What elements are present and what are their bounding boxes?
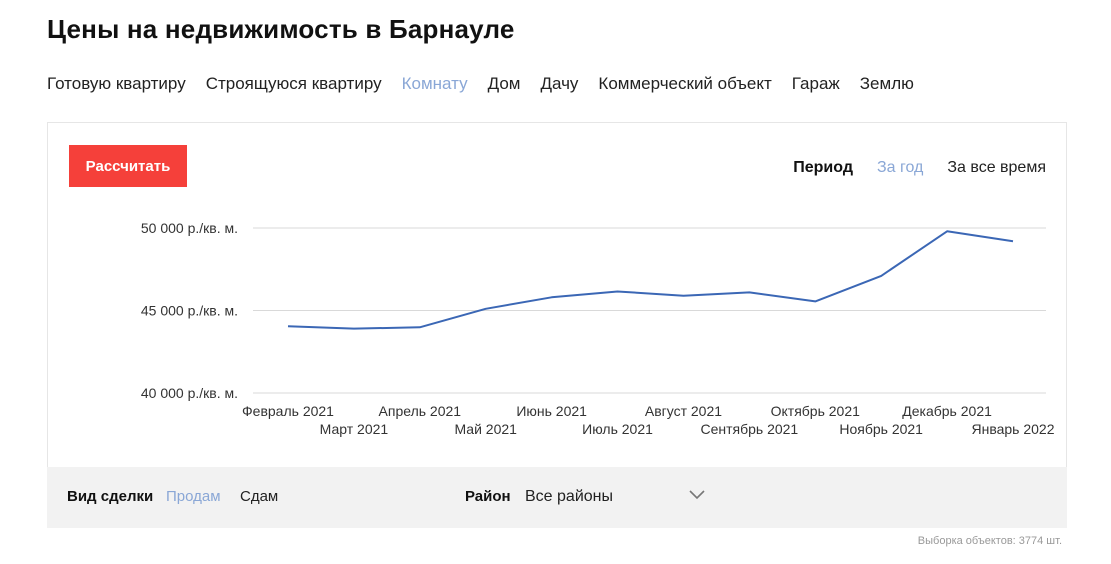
page-title: Цены на недвижимость в Барнауле [47, 14, 515, 44]
district-value: Все районы [525, 488, 613, 505]
tab-room[interactable]: Комнату [401, 74, 468, 93]
tab-dacha[interactable]: Дачу [540, 74, 579, 93]
x-tick-label: Август 2021 [645, 403, 722, 419]
deal-option-rent[interactable]: Сдам [240, 488, 279, 505]
x-tick-label: Апрель 2021 [379, 403, 462, 419]
property-type-tabs: Готовую квартиру Строящуюся квартиру Ком… [47, 74, 914, 94]
x-tick-label: Октябрь 2021 [771, 403, 861, 419]
deal-type-label: Вид сделки [67, 488, 154, 505]
price-line-chart: 40 000 р./кв. м. 45 000 р./кв. м. 50 000 р… [141, 220, 1055, 437]
x-tick-label: Март 2021 [320, 421, 389, 437]
district-label: Район [465, 488, 511, 505]
period-option-all-time[interactable]: За все время [947, 159, 1046, 176]
chevron-down-icon [689, 490, 705, 500]
x-tick-label: Январь 2022 [971, 421, 1054, 437]
period-label: Период [793, 159, 853, 176]
deal-option-sell[interactable]: Продам [166, 488, 221, 505]
tab-garage[interactable]: Гараж [791, 74, 840, 93]
x-tick-label: Февраль 2021 [242, 403, 334, 419]
price-chart-card: Рассчитать Период За год За все время 40… [47, 122, 1067, 467]
x-tick-label: Май 2021 [454, 421, 517, 437]
x-tick-label: Июль 2021 [582, 421, 653, 437]
filters-bar: Вид сделки Продам Сдам Район Все районы [47, 467, 1067, 528]
y-tick-label: 45 000 р./кв. м. [141, 303, 238, 319]
period-selector: Период За год За все время [793, 159, 1046, 177]
tab-ready-apartment[interactable]: Готовую квартиру [47, 74, 186, 93]
tab-new-apartment[interactable]: Строящуюся квартиру [205, 74, 382, 93]
x-tick-label: Ноябрь 2021 [839, 421, 923, 437]
tab-commercial[interactable]: Коммерческий объект [598, 74, 772, 93]
y-tick-label: 40 000 р./кв. м. [141, 385, 238, 401]
x-tick-label: Декабрь 2021 [902, 403, 992, 419]
calculate-button[interactable]: Рассчитать [69, 145, 187, 187]
y-tick-label: 50 000 р./кв. м. [141, 220, 238, 236]
district-select[interactable]: Все районы [525, 485, 707, 509]
series-line [287, 230, 1014, 330]
sample-count: Выборка объектов: 3774 шт. [917, 535, 1062, 547]
tab-land[interactable]: Землю [859, 74, 914, 93]
period-option-year[interactable]: За год [876, 159, 924, 176]
tab-house[interactable]: Дом [487, 74, 521, 93]
x-tick-label: Июнь 2021 [516, 403, 587, 419]
x-tick-label: Сентябрь 2021 [700, 421, 798, 437]
